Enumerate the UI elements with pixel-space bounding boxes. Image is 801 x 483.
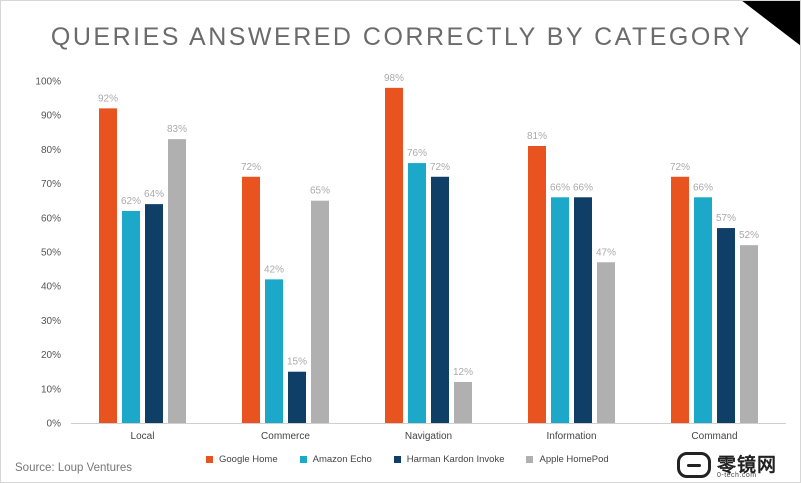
legend-swatch <box>299 456 307 463</box>
data-label: 47% <box>596 247 616 258</box>
legend-swatch <box>206 456 213 463</box>
y-tick-label: 20% <box>41 350 61 361</box>
legend-swatch <box>393 456 401 463</box>
y-tick-label: 60% <box>41 213 61 224</box>
bar <box>597 262 615 423</box>
x-category-label: Commerce <box>261 431 310 442</box>
bar <box>385 87 403 423</box>
y-tick-label: 100% <box>35 77 61 88</box>
legend-item: Amazon Echo <box>299 454 372 465</box>
bar <box>454 381 472 423</box>
logo-icon <box>677 452 711 478</box>
bar <box>408 163 426 423</box>
logo-name: 零镜网 <box>717 455 778 476</box>
data-label: 66% <box>693 182 713 193</box>
chart-title: QUERIES ANSWERED CORRECTLY BY CATEGORY <box>50 23 753 51</box>
bar <box>168 139 186 423</box>
y-tick-label: 70% <box>41 179 61 190</box>
bar <box>528 145 546 424</box>
data-label: 72% <box>430 162 450 173</box>
x-category-label: Command <box>691 431 737 442</box>
x-category-label: Local <box>131 431 155 442</box>
bar <box>122 210 140 423</box>
data-label: 65% <box>310 186 330 197</box>
y-tick-label: 80% <box>41 145 61 156</box>
data-label: 81% <box>527 131 547 142</box>
watermark-logo: 零镜网 0-tech.com <box>677 450 795 480</box>
bar <box>551 197 569 423</box>
legend-label: Amazon Echo <box>312 454 372 465</box>
legend-label: Google Home <box>219 454 278 465</box>
bar <box>717 228 735 423</box>
logo-url: 0-tech.com <box>717 472 757 479</box>
legend-swatch <box>526 456 534 463</box>
legend-item: Google Home <box>206 454 278 465</box>
bar <box>694 197 712 423</box>
data-label: 66% <box>573 182 593 193</box>
chart-legend: Google Home Amazon Echo Harman Kardon Invo… <box>206 454 609 465</box>
data-label: 83% <box>167 124 187 135</box>
data-label: 15% <box>287 357 307 368</box>
data-label: 57% <box>716 213 736 224</box>
data-label: 52% <box>739 230 759 241</box>
legend-item: Apple HomePod <box>526 454 609 465</box>
y-tick-label: 30% <box>41 316 61 327</box>
x-category-label: Navigation <box>405 431 452 442</box>
data-label: 66% <box>550 182 570 193</box>
bar <box>431 176 449 423</box>
data-label: 72% <box>241 162 261 173</box>
bar <box>574 197 592 423</box>
legend-item: Harman Kardon Invoke <box>393 454 505 465</box>
legend-label: Apple HomePod <box>539 454 609 465</box>
bar <box>242 176 260 423</box>
corner-decoration <box>741 1 800 46</box>
bar <box>311 200 329 423</box>
bar <box>99 108 117 424</box>
data-label: 98% <box>384 73 404 84</box>
bar <box>265 279 283 423</box>
data-label: 92% <box>98 93 118 104</box>
y-tick-label: 50% <box>41 248 61 259</box>
data-label: 64% <box>144 189 164 200</box>
data-label: 42% <box>264 264 284 275</box>
legend-label: Harman Kardon Invoke <box>406 454 505 465</box>
bar <box>145 204 163 423</box>
source-note: Source: Loup Ventures <box>15 462 132 474</box>
x-category-label: Information <box>546 431 596 442</box>
data-label: 72% <box>670 162 690 173</box>
y-tick-label: 40% <box>41 282 61 293</box>
data-label: 12% <box>453 367 473 378</box>
bar <box>671 176 689 423</box>
bar <box>740 245 758 423</box>
data-label: 76% <box>407 148 427 159</box>
y-tick-label: 10% <box>41 384 61 395</box>
y-tick-label: 90% <box>41 111 61 122</box>
y-tick-label: 0% <box>47 419 62 430</box>
bar <box>288 371 306 423</box>
data-label: 62% <box>121 196 141 207</box>
